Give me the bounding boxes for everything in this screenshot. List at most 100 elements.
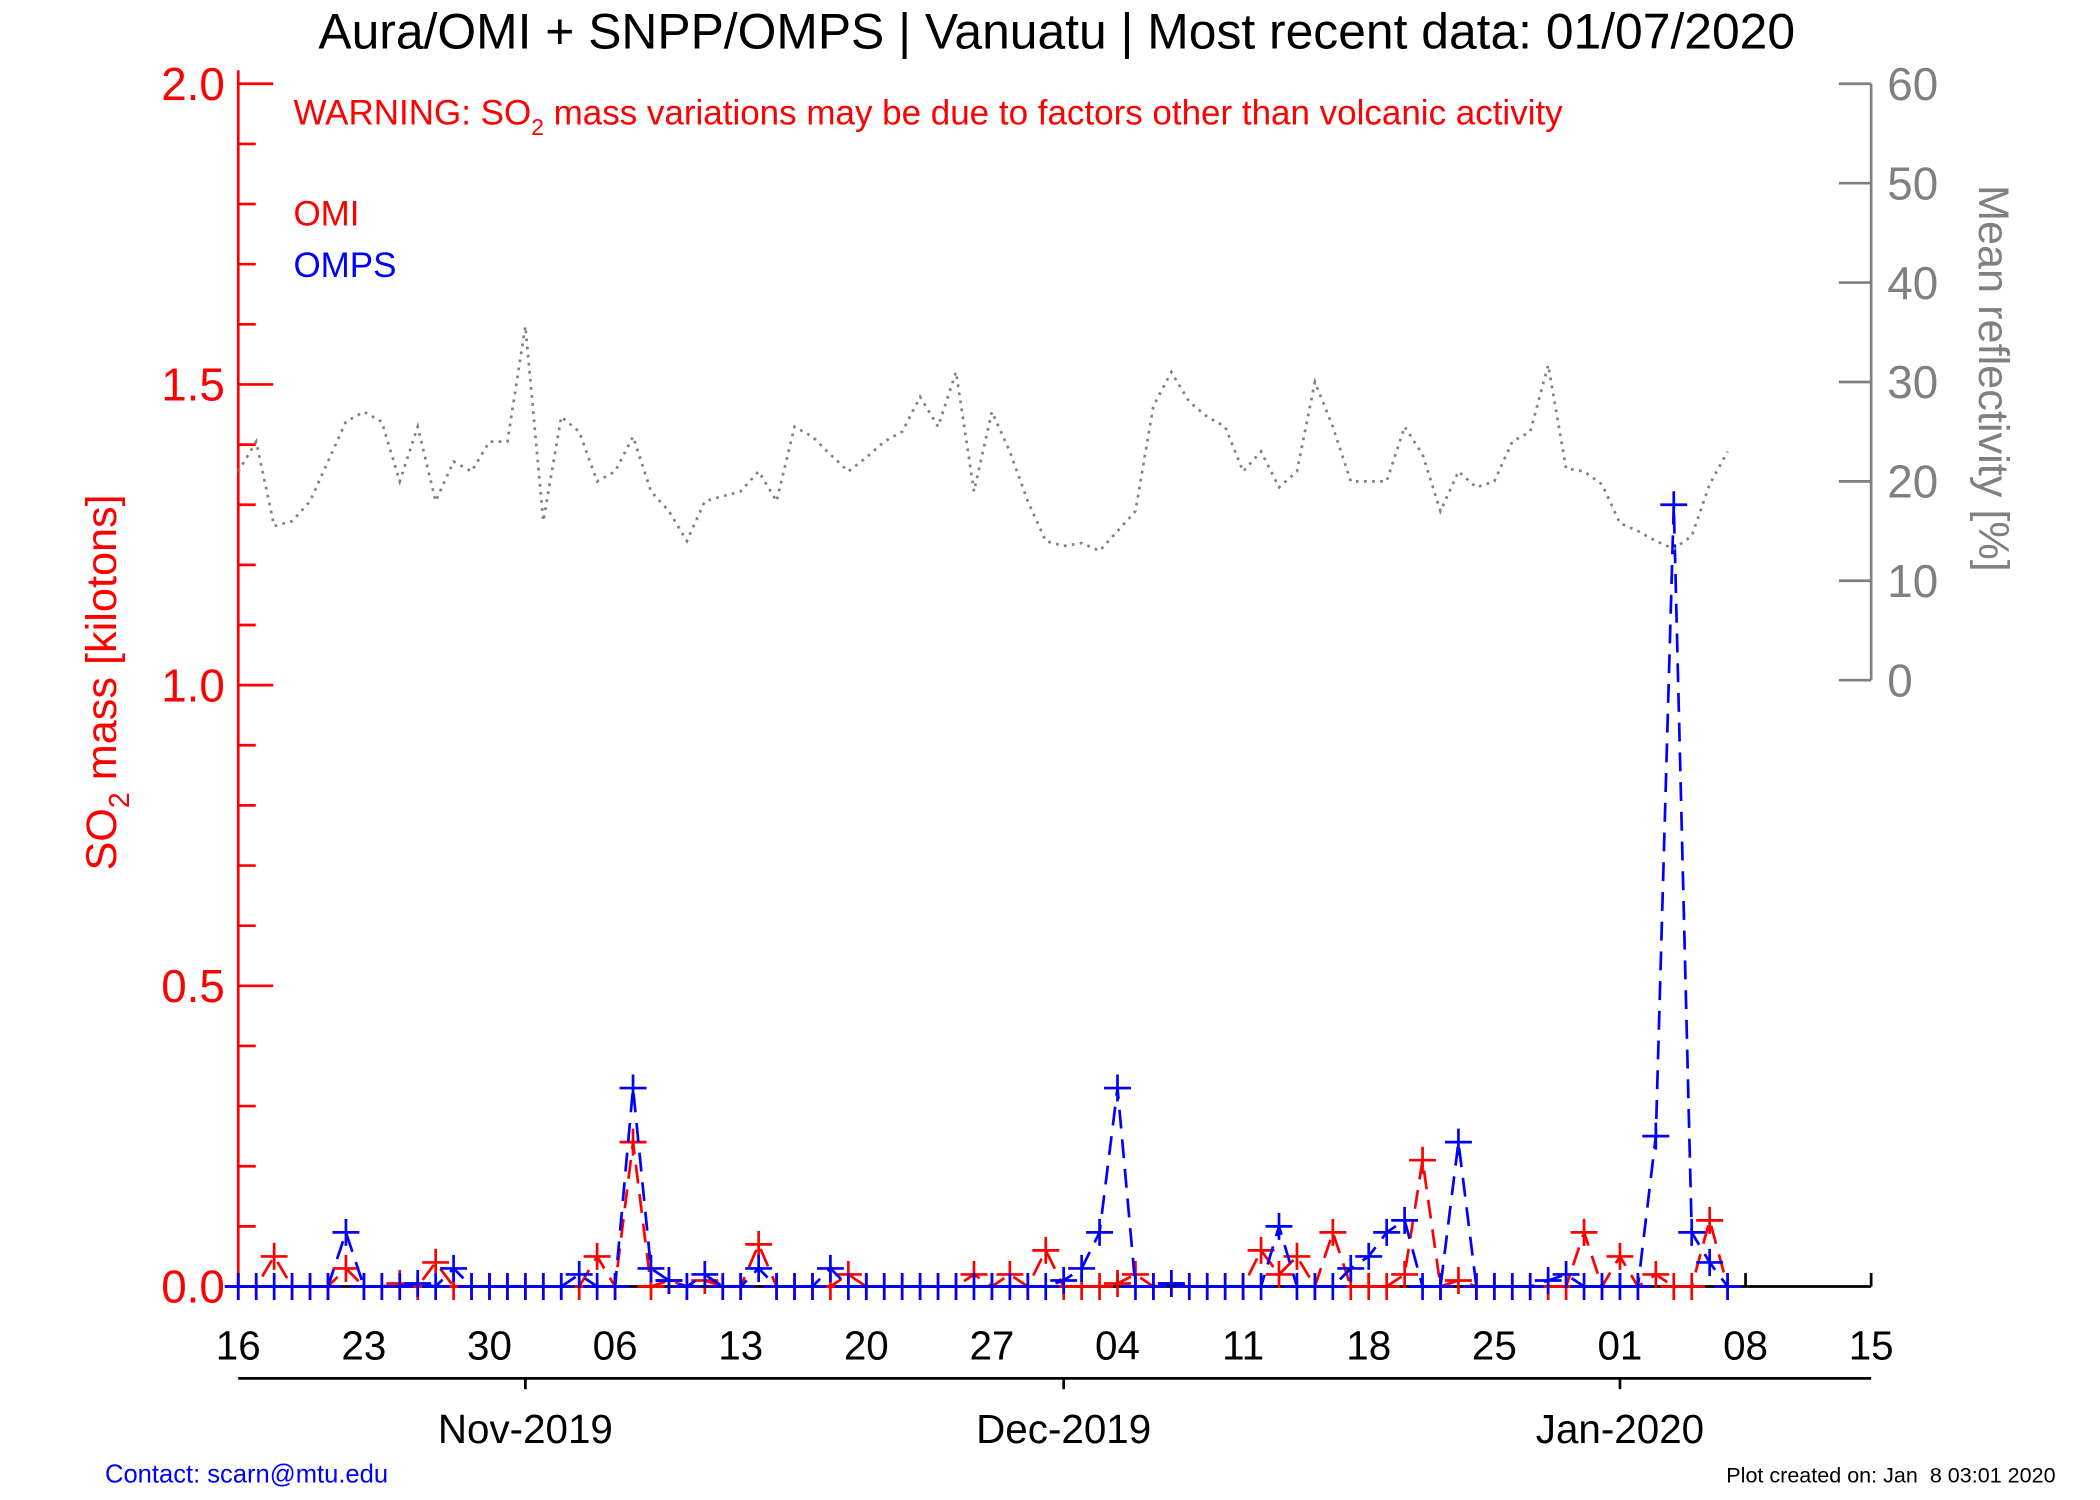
marker [1444,1266,1472,1294]
marker [1391,1260,1419,1288]
marker [314,1272,342,1300]
x-tick-label: 27 [969,1322,1014,1368]
marker [547,1272,575,1300]
marker [1032,1236,1060,1264]
marker [1104,1269,1131,1297]
y-label-text: SO [78,808,126,870]
x-tick-label: 08 [1723,1322,1768,1368]
x-tick-label: 20 [844,1322,889,1368]
marker [1391,1206,1419,1234]
marker [1409,1146,1437,1174]
x-tick-label: 13 [718,1322,763,1368]
warning-text: mass variations may be due to factors ot… [544,93,1563,132]
marker [386,1272,414,1300]
y2-tick-label: 30 [1887,356,1938,408]
marker [655,1266,683,1294]
marker [1642,1122,1670,1150]
y-tick-label: 1.5 [161,359,225,411]
marker [1050,1266,1078,1294]
marker [440,1254,468,1282]
y-label-text: mass [kilotons] [78,494,126,792]
marker [1570,1218,1598,1246]
marker [691,1260,719,1288]
marker [1104,1074,1131,1102]
x-tick-label: 06 [593,1322,638,1368]
y2-tick-label: 0 [1887,654,1912,706]
warning: WARNING: SO2 mass variations may be due … [293,93,1563,140]
marker [745,1254,773,1282]
marker [1068,1254,1096,1282]
marker [1427,1272,1454,1300]
marker [745,1230,773,1258]
marker [1660,491,1688,519]
y2-tick-label: 50 [1887,157,1938,209]
x-tick-label: 18 [1346,1322,1391,1368]
marker [601,1272,629,1300]
marker [1265,1212,1293,1240]
marker [619,1128,647,1156]
marker [260,1242,288,1270]
marker [816,1254,844,1282]
created: Plot created on: Jan 8 03:01 2020 [1726,1462,2055,1487]
y2-tick-label: 10 [1887,555,1938,607]
marker [619,1074,647,1102]
marker [727,1272,755,1300]
marker [1157,1269,1185,1297]
x-tick-label: 16 [216,1322,261,1368]
contact: Contact: scarn@mtu.edu [105,1460,388,1488]
marker [404,1269,432,1297]
marker [1373,1218,1401,1246]
warning-sub: 2 [531,114,544,140]
marker [1678,1272,1706,1300]
marker [1086,1218,1114,1246]
series-line [238,1141,1729,1291]
y-tick-label: 1.0 [161,659,225,711]
marker [1696,1248,1724,1276]
x-tick-label: 30 [467,1322,512,1368]
marker [422,1248,450,1276]
legend-label: OMI [293,195,359,234]
x-tick-label: 11 [1222,1322,1264,1368]
marker [1642,1260,1670,1288]
marker [1606,1242,1634,1270]
y2-tick-label: 20 [1887,456,1938,508]
marker [583,1242,611,1270]
marker [1032,1272,1060,1300]
marker [1086,1272,1114,1300]
marker [1319,1272,1347,1300]
reflectivity-line [237,326,1729,553]
y-tick-label: 0.5 [161,960,225,1012]
marker [1444,1128,1472,1156]
marker [1373,1272,1401,1300]
y-label-sub: 2 [104,792,136,808]
marker [1714,1272,1742,1300]
marker [332,1218,360,1246]
marker [565,1260,593,1288]
marker [422,1272,450,1300]
x-tick-label: 25 [1472,1322,1517,1368]
marker [1516,1272,1544,1300]
marker [1265,1260,1293,1288]
y2-tick-label: 40 [1887,257,1938,309]
marker [1247,1236,1275,1264]
x-tick-label: 04 [1095,1322,1140,1368]
x-tick-label: 23 [341,1322,386,1368]
month-label: Dec-2019 [976,1406,1151,1452]
y2-axis-label: Mean reflectivity [%] [1969,185,2017,572]
marker [1139,1272,1167,1300]
y-axis-label: SO2 mass [kilotons] [78,494,136,870]
marker [673,1272,701,1300]
warning-text: WARNING: SO [293,93,531,132]
marker [799,1272,826,1300]
series-line [238,504,1729,1288]
marker [1552,1260,1580,1288]
marker [1624,1272,1652,1300]
marker [1247,1272,1275,1300]
month-label: Nov-2019 [438,1406,613,1452]
marker [1337,1254,1365,1282]
marker [332,1254,360,1282]
y-tick-label: 2.0 [161,58,225,110]
chart-title: Aura/OMI + SNPP/OMPS | Vanuatu | Most re… [318,4,1795,60]
x-tick-label: 01 [1597,1322,1642,1368]
